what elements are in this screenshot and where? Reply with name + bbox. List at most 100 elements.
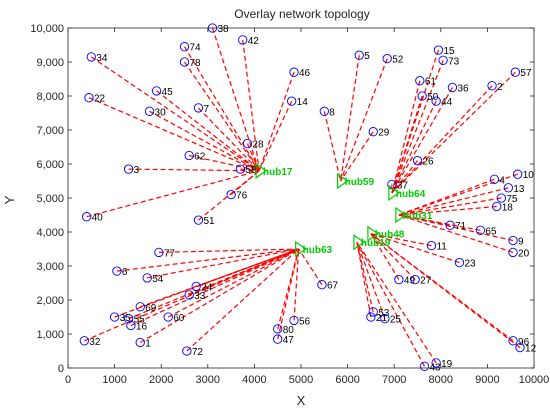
- node-marker-78: [179, 57, 190, 67]
- y-tick-label: 9,000: [36, 57, 64, 69]
- node-label-29: 29: [378, 128, 390, 139]
- edge-46-hub17: [258, 71, 295, 172]
- node-label-67: 67: [327, 281, 339, 292]
- node-label-56: 56: [299, 316, 311, 327]
- edge-38-hub17: [211, 27, 260, 171]
- node-marker-26: [412, 155, 423, 166]
- y-axis-label: Y: [2, 195, 17, 204]
- node-marker-40: [81, 212, 92, 222]
- edge-77-hub63: [158, 248, 299, 253]
- node-label-73: 73: [448, 56, 460, 67]
- node-marker-57: [510, 67, 521, 77]
- node-marker-53: [368, 307, 378, 317]
- node-label-32: 32: [89, 337, 101, 348]
- node-marker-6: [112, 266, 122, 276]
- node-marker-30: [144, 106, 155, 116]
- node-label-15: 15: [443, 46, 455, 57]
- node-marker-29: [368, 127, 378, 137]
- node-marker-45: [151, 86, 162, 96]
- node-marker-24: [191, 281, 201, 292]
- edge-8-hub59: [323, 111, 342, 182]
- edge-52-hub59: [340, 58, 388, 182]
- node-label-74: 74: [190, 43, 202, 54]
- x-tick-label: 2000: [149, 374, 173, 386]
- node-marker-14: [287, 96, 297, 106]
- edge-42-hub17: [242, 39, 260, 171]
- edge-44-hub64: [391, 100, 437, 194]
- edge-30-hub17: [149, 110, 260, 172]
- node-marker-4: [489, 174, 500, 184]
- node-marker-21: [366, 312, 376, 322]
- node-label-40: 40: [92, 213, 104, 224]
- edge-32-hub63: [84, 248, 299, 342]
- node-marker-67: [317, 280, 327, 290]
- edge-74-hub17: [183, 46, 260, 172]
- edge-40-hub17: [86, 170, 260, 218]
- edge-19-hub19: [356, 241, 437, 364]
- node-label-65: 65: [485, 226, 497, 237]
- node-marker-56: [289, 315, 299, 326]
- node-label-26: 26: [423, 157, 435, 168]
- node-marker-36: [447, 82, 458, 93]
- edge-5-hub59: [340, 55, 360, 182]
- node-marker-35: [109, 312, 120, 322]
- node-label-6: 6: [122, 267, 128, 278]
- x-tick-label: 4000: [242, 374, 266, 386]
- node-marker-60: [163, 312, 173, 322]
- node-label-11: 11: [436, 242, 447, 253]
- node-label-60: 60: [173, 313, 185, 324]
- edge-56-hub63: [293, 248, 300, 321]
- node-marker-34: [86, 52, 96, 62]
- node-label-30: 30: [155, 107, 167, 118]
- node-marker-62: [184, 150, 194, 161]
- edge-16-hub63: [130, 248, 299, 327]
- node-label-7: 7: [203, 104, 209, 115]
- y-tick-label: 10,000: [30, 23, 64, 35]
- edge-25-hub19: [356, 241, 386, 319]
- node-label-23: 23: [464, 259, 476, 270]
- node-label-19: 19: [441, 359, 453, 370]
- node-label-34: 34: [96, 53, 108, 64]
- node-label-1: 1: [145, 339, 151, 350]
- node-label-20: 20: [518, 248, 530, 259]
- hub-label-hub64: hub64: [396, 189, 426, 200]
- hub-label-hub31: hub31: [403, 211, 433, 222]
- edge-12-hub48: [370, 233, 521, 349]
- edge-78-hub17: [184, 61, 260, 172]
- node-label-5: 5: [364, 51, 370, 62]
- x-axis-label: X: [297, 393, 306, 408]
- node-marker-96: [508, 336, 518, 346]
- edge-60-hub63: [167, 248, 299, 318]
- node-label-24: 24: [201, 282, 213, 293]
- edge-3-hub17: [128, 168, 260, 172]
- node-marker-22: [84, 93, 94, 103]
- node-marker-16: [126, 320, 136, 331]
- node-marker-76: [226, 189, 236, 200]
- x-tick-label: 5000: [289, 374, 313, 386]
- node-label-58: 58: [245, 165, 257, 176]
- edge-57-hub64: [391, 71, 516, 194]
- node-marker-23: [454, 257, 465, 268]
- node-marker-42: [238, 35, 248, 45]
- edge-6-hub63: [116, 248, 299, 272]
- hub-label-hub19: hub19: [361, 238, 391, 249]
- node-label-49: 49: [404, 276, 416, 287]
- x-tick-label: 7000: [382, 374, 406, 386]
- hub-label-hub63: hub63: [303, 245, 333, 256]
- node-marker-32: [79, 336, 89, 346]
- node-marker-20: [508, 247, 518, 258]
- edge-1-hub63: [139, 248, 299, 344]
- node-label-42: 42: [248, 36, 260, 47]
- node-label-13: 13: [513, 184, 525, 195]
- x-tick-label: 6000: [335, 374, 359, 386]
- node-label-10: 10: [523, 170, 535, 181]
- node-marker-33: [184, 290, 194, 300]
- hub-marker-hub19: [353, 234, 365, 251]
- node-marker-69: [135, 302, 145, 312]
- y-tick-label: 5,000: [36, 193, 64, 205]
- edge-29-hub59: [340, 131, 374, 182]
- x-axis: 0 1000 2000 3000 4000 5000 6000 7000 8000 9000 100…: [65, 28, 549, 386]
- node-label-96: 96: [518, 337, 530, 348]
- edge-13-hub31: [398, 187, 509, 216]
- node-label-38: 38: [217, 24, 229, 35]
